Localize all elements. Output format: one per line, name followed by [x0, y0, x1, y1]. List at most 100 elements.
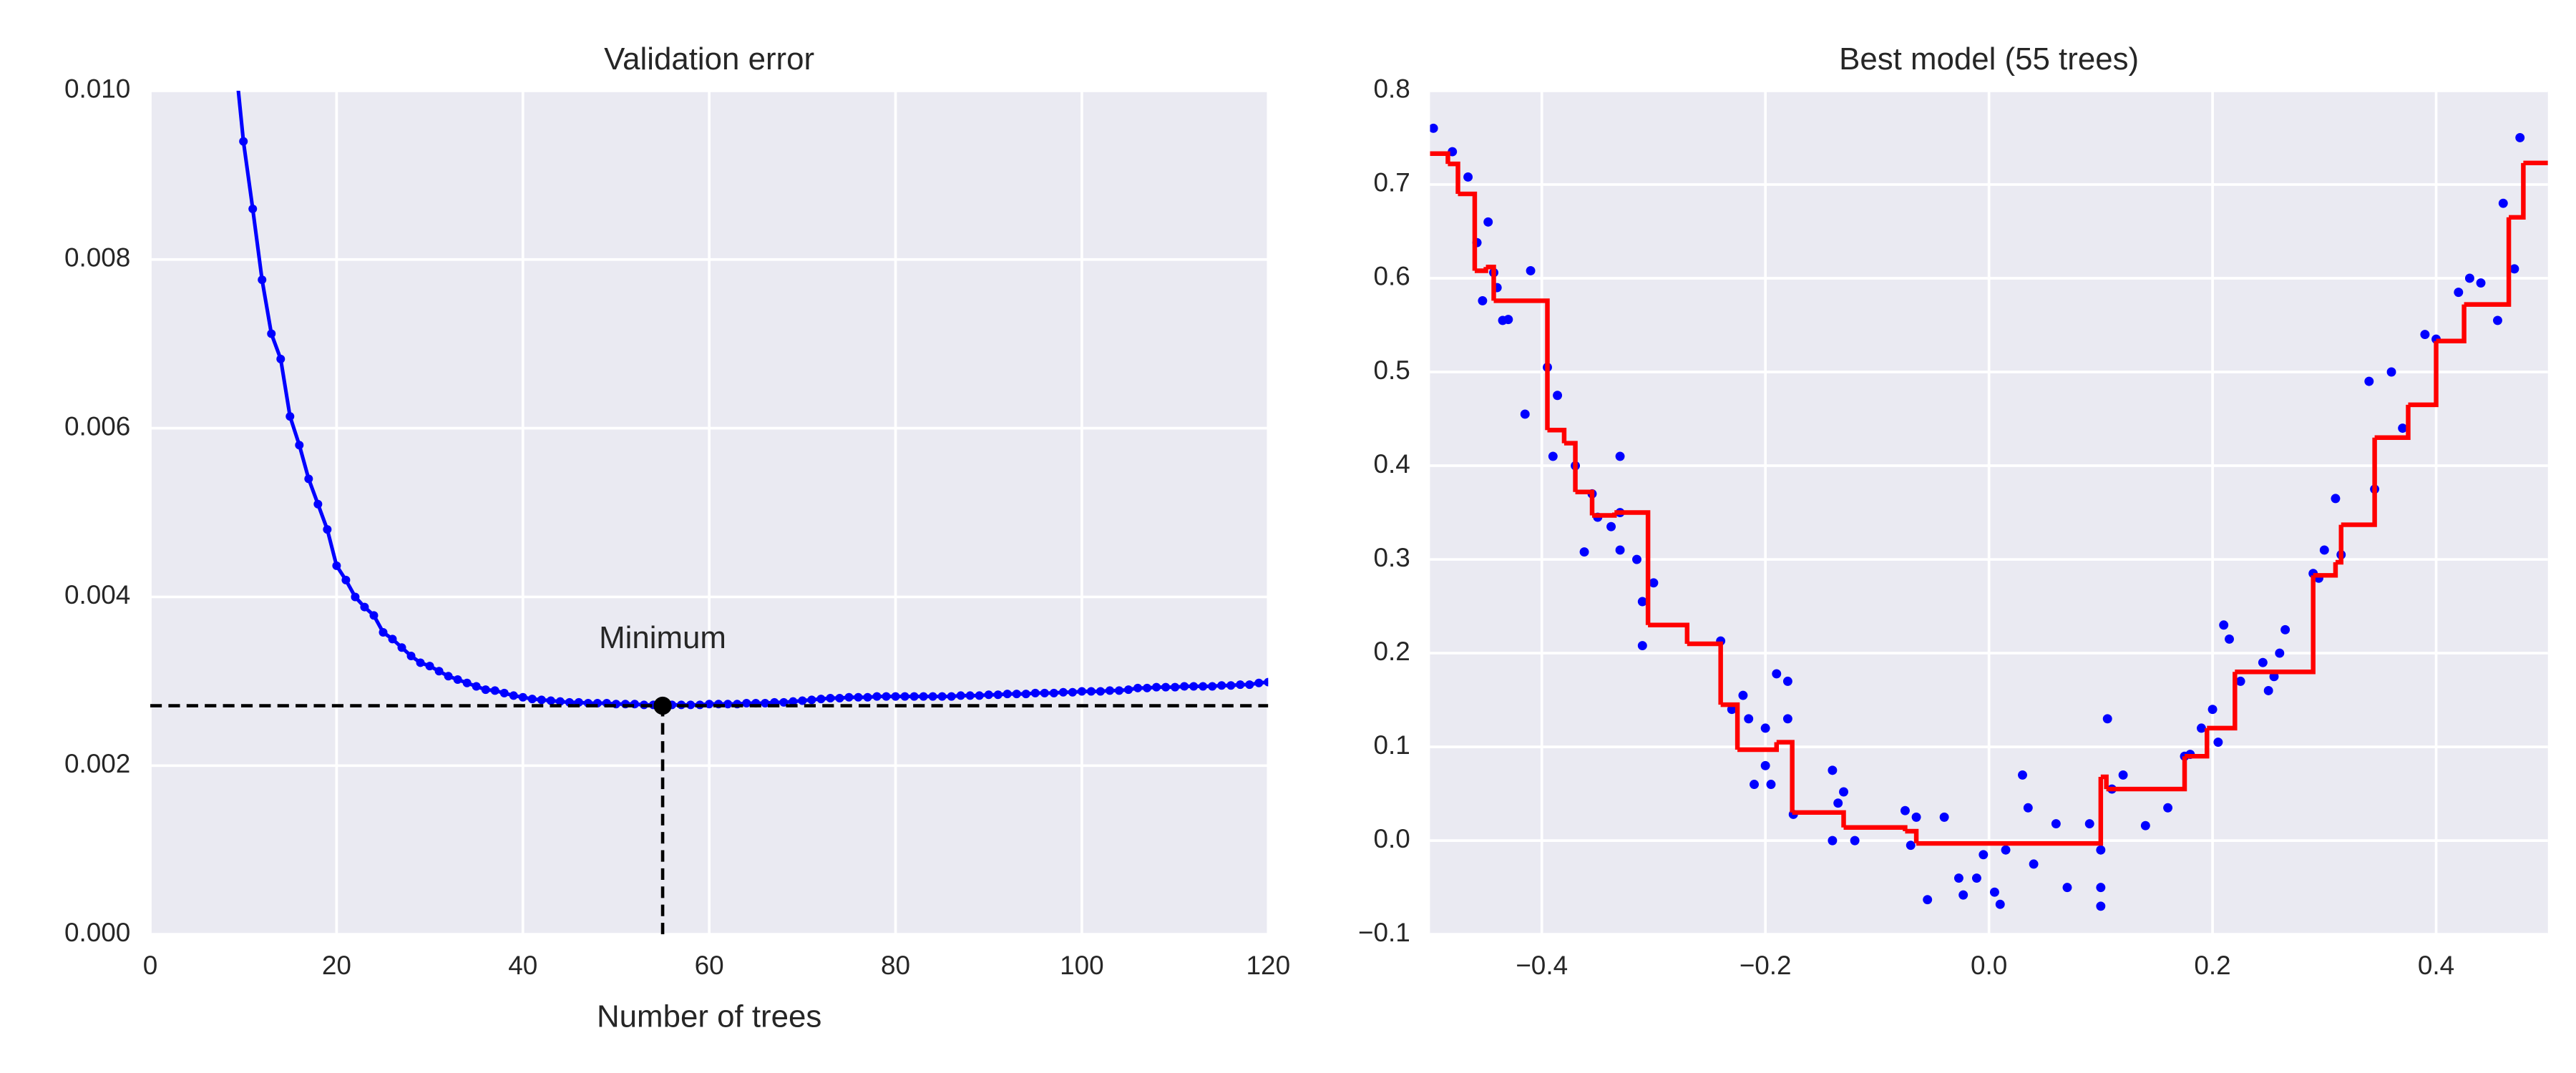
data-point [499, 688, 509, 697]
data-point [2319, 545, 2329, 555]
data-point [313, 499, 323, 509]
x-tick-label: 120 [1246, 951, 1291, 980]
data-point [1744, 714, 1754, 724]
data-point [1850, 836, 1860, 846]
data-point [248, 205, 258, 214]
step-segment [1493, 298, 1550, 431]
step-segment [2408, 340, 2439, 408]
step-segment [1430, 151, 1450, 165]
data-point [267, 329, 276, 338]
data-point [723, 700, 733, 709]
data-point [546, 696, 555, 705]
data-point [2062, 883, 2072, 893]
data-point [826, 693, 835, 702]
data-point [360, 602, 369, 612]
step-segment [1485, 265, 1496, 301]
data-point [1030, 688, 1040, 697]
data-point [1254, 678, 1264, 687]
data-point [2018, 770, 2027, 780]
data-point [1971, 873, 1981, 883]
data-point [1021, 690, 1030, 699]
panel: 0 20 40 60 80 100 120 0.000 0.002 0.004 0.006 0.008… [64, 41, 1291, 1034]
x-tick-label: 100 [1060, 951, 1104, 980]
data-point [2225, 634, 2234, 644]
data-point [984, 690, 993, 700]
data-point [798, 696, 807, 705]
step-segment [2313, 562, 2338, 578]
data-point [900, 692, 909, 701]
data-point [444, 672, 453, 681]
step-segment [1547, 428, 1567, 444]
data-point [416, 658, 425, 667]
x-tick-label: 0.4 [2418, 951, 2454, 980]
data-point [2213, 738, 2223, 748]
step-segment [2436, 304, 2467, 343]
data-point [965, 691, 975, 700]
y-tick-label: 0.5 [1373, 356, 1410, 385]
data-point [2275, 648, 2285, 658]
data-point [1199, 682, 1208, 691]
data-point [956, 691, 965, 700]
data-point [2001, 845, 2011, 855]
data-point [332, 561, 341, 570]
data-point [882, 692, 891, 701]
chart-title: Best model (55 trees) [1839, 41, 2139, 77]
data-point [1478, 295, 1488, 305]
data-point [1124, 685, 1133, 695]
data-point [2515, 132, 2525, 142]
data-point [1637, 597, 1647, 607]
step-segment [1648, 622, 1690, 644]
step-segment [1575, 489, 1595, 516]
data-point [1133, 683, 1143, 692]
x-tick-label: 40 [508, 951, 537, 980]
data-point [1606, 521, 1616, 531]
y-tick-label: 0.0 [1373, 824, 1410, 853]
data-point [789, 697, 798, 706]
data-point [807, 695, 816, 705]
data-point [947, 692, 956, 701]
y-tick-label: 0.006 [64, 411, 130, 441]
data-point [705, 700, 714, 709]
data-point [2258, 657, 2268, 667]
data-point [854, 692, 863, 702]
data-point [909, 692, 919, 701]
y-tick-label: 0.010 [64, 74, 130, 104]
data-point [1226, 681, 1236, 690]
plot-area [150, 90, 1269, 935]
data-point [1115, 686, 1124, 695]
data-point [1727, 705, 1737, 715]
data-point [2420, 330, 2430, 340]
data-point [1923, 895, 1933, 905]
data-point [295, 441, 304, 450]
data-point [1782, 676, 1792, 686]
data-point [1086, 687, 1096, 696]
x-tick-label: 60 [695, 951, 724, 980]
data-point [453, 675, 462, 685]
data-point [406, 652, 416, 661]
x-axis-label: Number of trees [597, 999, 821, 1034]
data-point [1750, 780, 1759, 789]
data-point [2096, 901, 2106, 911]
step-segment [2509, 162, 2526, 220]
data-point [1760, 760, 1770, 770]
data-point [2493, 315, 2502, 325]
data-point [1782, 714, 1792, 724]
x-tick-label: 0 [143, 951, 158, 980]
data-point [1463, 172, 1473, 182]
data-point [509, 691, 518, 700]
data-point [1553, 391, 1563, 401]
data-point [462, 678, 472, 687]
data-point [2386, 367, 2396, 377]
step-segment [1916, 777, 2104, 846]
data-point [286, 412, 295, 421]
panel: −0.4 −0.2 0.0 0.2 0.4 −0.1 0.0 0.1 0.2 0.3 0.4 0.5 0… [1358, 41, 2548, 980]
data-point [2096, 883, 2106, 893]
y-tick-label: 0.4 [1373, 449, 1410, 479]
data-point [1615, 451, 1625, 461]
data-point [1503, 315, 1513, 325]
y-tick-label: 0.2 [1373, 637, 1410, 666]
data-point [351, 592, 360, 602]
data-point [2029, 859, 2039, 869]
data-point [891, 692, 900, 701]
data-point [490, 686, 499, 695]
